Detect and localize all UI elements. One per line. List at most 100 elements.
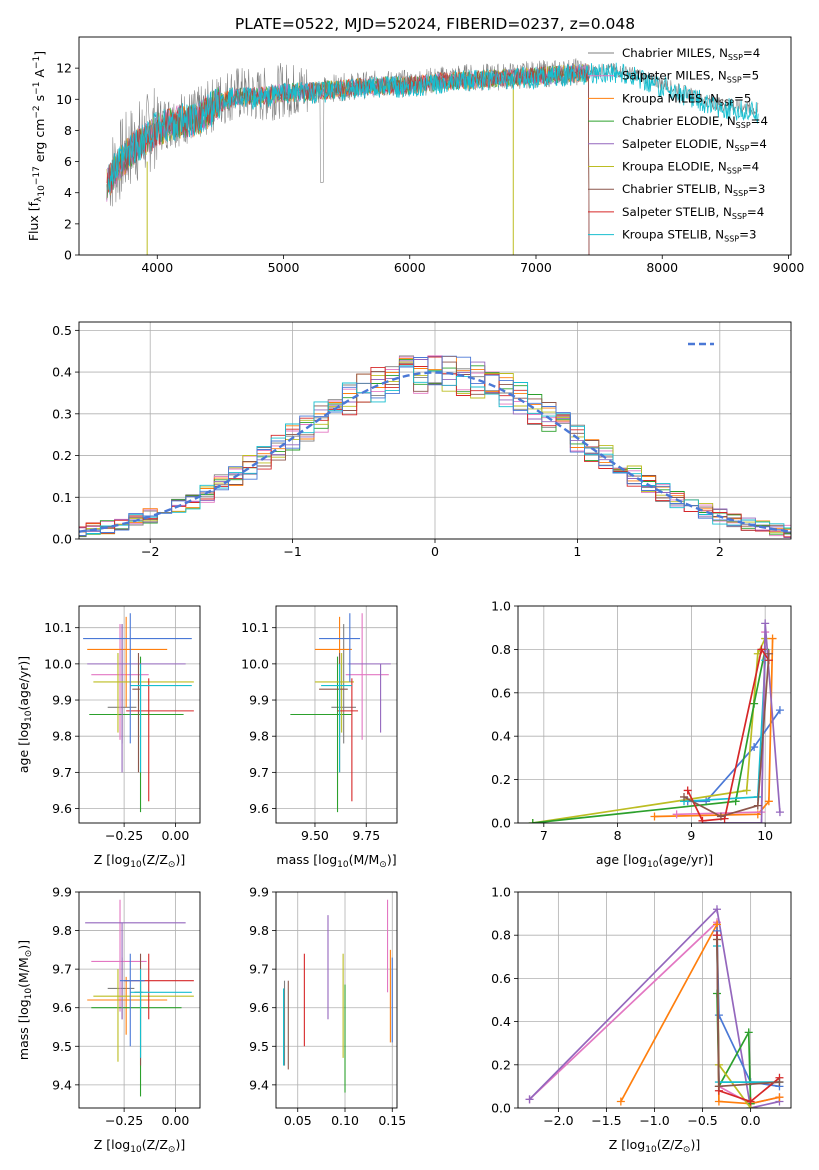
x-axis-label-part: (Z/Z	[142, 852, 168, 867]
legend-subscript: SSP	[736, 121, 751, 130]
y-tick-label: 9.5	[249, 1039, 269, 1054]
y-tick-label: 0.0	[491, 816, 511, 831]
x-tick-label: 1	[573, 544, 581, 559]
legend-nssp-value: 3	[758, 182, 766, 196]
plus-marker	[672, 810, 681, 819]
legend-nssp-value: 4	[759, 137, 767, 151]
plus-marker	[775, 1078, 784, 1087]
y-tick-label: 12	[56, 61, 72, 76]
x-tick-label: 0.15	[378, 1113, 406, 1128]
plus-marker	[650, 812, 659, 821]
axes-mass-ebv: 0.05 0.10 0.15 9.4 9.5 9.6 9.7 9.8 9.9	[249, 885, 406, 1129]
legend-nssp-label: , N	[703, 91, 719, 105]
x-axis-label: mass [log10(M/M⊙)]	[276, 852, 396, 870]
plus-marker	[525, 1095, 534, 1104]
y-axis-label-part: (M/M	[16, 957, 31, 988]
x-axis-label-part: (age/yr)]	[658, 852, 713, 867]
x-axis-label-part: 10	[647, 860, 659, 870]
y-tick-label: 1.0	[491, 599, 511, 614]
y-axis-label: Flux [fλ10−17 erg cm−2 s−1 A−1]	[26, 51, 47, 241]
legend-nssp-label: , N	[712, 46, 728, 60]
weight-line	[654, 638, 774, 818]
plus-marker	[742, 786, 751, 795]
legend-nssp-value: 5	[744, 91, 752, 105]
legend-nssp-value: 4	[753, 46, 761, 60]
y-axis-label-part: mass [log	[16, 999, 31, 1060]
x-axis-label-part: )]	[175, 1137, 185, 1152]
y-tick-label: 9.7	[52, 962, 72, 977]
y-axis-label: mass [log10(M/M⊙)]	[16, 940, 34, 1060]
plus-marker	[775, 706, 784, 715]
histogram-step	[79, 355, 791, 538]
weight-line	[683, 653, 770, 818]
weight-line	[528, 907, 780, 1108]
x-tick-label: 7000	[520, 260, 552, 275]
legend-nssp-value: 5	[752, 69, 760, 83]
plus-marker	[716, 812, 725, 821]
legend-entry: Kroupa STELIB, NSSP=3	[622, 228, 757, 244]
legend-subscript: SSP	[728, 53, 743, 62]
x-axis-label-part: (Z/Z	[657, 1137, 683, 1152]
x-tick-label: 0.00	[161, 828, 189, 843]
y-axis-label-part: 10	[24, 988, 34, 1000]
y-axis-label-part: Flux [f	[26, 201, 41, 241]
x-axis-label-part: Z [log	[94, 852, 130, 867]
legend-name: Kroupa STELIB	[622, 228, 708, 242]
x-tick-label: 0	[431, 544, 439, 559]
plus-marker	[714, 1097, 723, 1106]
plot-area-mass-z	[85, 899, 194, 1097]
histogram-step	[79, 356, 791, 538]
y-tick-label: 0.2	[491, 1057, 511, 1072]
y-tick-label: 9.7	[52, 765, 72, 780]
x-tick-label: 0.05	[284, 1113, 312, 1128]
plus-marker	[757, 645, 766, 654]
x-tick-label: 4000	[141, 260, 173, 275]
y-tick-label: 0.8	[491, 928, 511, 943]
legend-entry: Chabrier MILES, NSSP=4	[622, 46, 760, 62]
legend-entry: Kroupa ELODIE, NSSP=4	[622, 160, 759, 176]
y-tick-label: 10.1	[241, 620, 269, 635]
axes-frame	[78, 36, 792, 256]
legend-nssp-value: 4	[761, 114, 769, 128]
x-axis-label-part: ⊙	[379, 860, 387, 870]
y-tick-label: 9.8	[52, 923, 72, 938]
x-tick-label: 0.10	[331, 1113, 359, 1128]
y-tick-label: 9.4	[52, 1077, 72, 1092]
legend-nssp-value: 4	[752, 160, 760, 174]
legend-nssp-label: , N	[710, 69, 726, 83]
x-tick-label: 2	[716, 544, 724, 559]
plot-area-weight-z	[525, 905, 784, 1108]
y-tick-label: 8	[64, 123, 72, 138]
x-axis-label-part: 10	[645, 1145, 657, 1155]
y-tick-label: 9.4	[249, 1077, 269, 1092]
y-axis-label-part: −1	[32, 56, 42, 69]
normal-curve	[79, 371, 791, 533]
y-tick-label: 0.8	[491, 642, 511, 657]
plus-marker	[712, 905, 721, 914]
legend-nssp-value: 3	[749, 228, 757, 242]
plus-marker	[750, 699, 759, 708]
x-tick-label: 5000	[268, 260, 300, 275]
axes-frame	[275, 891, 398, 1109]
y-tick-label: 9.9	[52, 693, 72, 708]
spectrum-model-line	[106, 64, 590, 255]
legend-name: Chabrier ELODIE	[622, 114, 719, 128]
legend-nssp-eq: =	[734, 91, 744, 105]
axes-residuals: −2 −1 0 1 2 0.0 0.1 0.2 0.3 0.4 0.5	[52, 321, 792, 559]
axes-frame	[78, 891, 201, 1109]
plot-area-weight-age	[528, 619, 784, 823]
histogram-step	[79, 359, 791, 537]
x-axis-label: Z [log10(Z/Z⊙)]	[609, 1137, 700, 1155]
legend-subscript: SSP	[733, 189, 748, 198]
y-tick-label: 9.8	[249, 729, 269, 744]
plus-marker	[714, 1082, 723, 1091]
histogram-step	[79, 355, 791, 537]
legend-name: Chabrier MILES	[622, 46, 712, 60]
y-axis-label-part: s	[32, 95, 47, 106]
x-tick-label: −1	[283, 544, 301, 559]
plus-marker	[775, 808, 784, 817]
y-tick-label: 9.7	[249, 962, 269, 977]
y-tick-label: 10.0	[44, 656, 72, 671]
x-tick-label: 10	[757, 828, 773, 843]
